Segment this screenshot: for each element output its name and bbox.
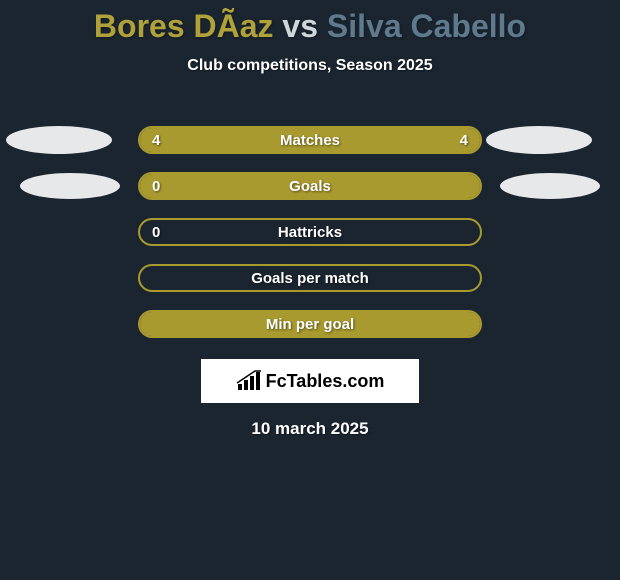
- stat-row: Goals per match: [0, 255, 620, 301]
- right-ellipse: [486, 126, 592, 154]
- stat-row: 44Matches: [0, 117, 620, 163]
- stat-label: Min per goal: [140, 316, 480, 333]
- stat-row: 0Goals: [0, 163, 620, 209]
- stat-bar: Min per goal: [138, 310, 482, 338]
- player1-name: Bores DÃ­az: [94, 8, 274, 44]
- stat-label: Matches: [140, 132, 480, 149]
- stat-row: Min per goal: [0, 301, 620, 347]
- stat-bar: 0Hattricks: [138, 218, 482, 246]
- stat-bar: 44Matches: [138, 126, 482, 154]
- chart-icon: [236, 370, 262, 392]
- stat-label: Goals per match: [140, 270, 480, 287]
- comparison-title: Bores DÃ­az vs Silva Cabello: [0, 0, 620, 45]
- left-ellipse: [6, 126, 112, 154]
- stat-bar: 0Goals: [138, 172, 482, 200]
- stat-row: 0Hattricks: [0, 209, 620, 255]
- stat-label: Hattricks: [140, 224, 480, 241]
- left-ellipse: [20, 173, 120, 199]
- vs-text: vs: [282, 8, 318, 44]
- logo-text: FcTables.com: [266, 371, 385, 392]
- date-text: 10 march 2025: [0, 419, 620, 439]
- stats-rows: 44Matches 0Goals 0Hattricks Goals per match…: [0, 117, 620, 347]
- subtitle: Club competitions, Season 2025: [0, 57, 620, 75]
- stat-bar: Goals per match: [138, 264, 482, 292]
- stat-label: Goals: [140, 178, 480, 195]
- player2-name: Silva Cabello: [327, 8, 526, 44]
- logo-box: FcTables.com: [201, 359, 419, 403]
- right-ellipse: [500, 173, 600, 199]
